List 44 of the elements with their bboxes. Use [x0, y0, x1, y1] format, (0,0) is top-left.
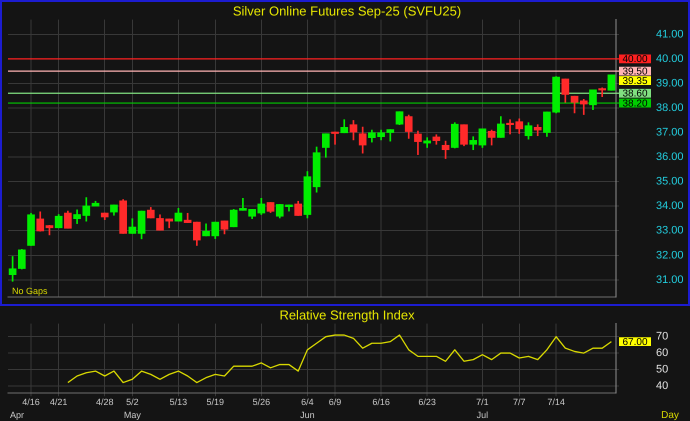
y-tick-label: 33.00: [656, 224, 684, 237]
x-tick-label: 4/28: [96, 397, 114, 408]
text: 39.35: [622, 76, 648, 87]
y-tick-label: 38.00: [656, 102, 684, 114]
text: Jun: [300, 410, 315, 420]
x-tick-label: 5/19: [206, 397, 224, 408]
ref-line-label: 38.20: [622, 98, 648, 110]
y-tick-label: 50: [656, 363, 668, 376]
y-tick-label: 32.00: [656, 249, 684, 262]
text: 67.00: [622, 336, 648, 348]
y-tick-label: 37.00: [656, 126, 684, 139]
text: Jul: [476, 410, 488, 420]
annotation: No Gaps: [12, 286, 48, 296]
x-tick-label: 7/14: [547, 397, 565, 408]
x-tick-label: 5/2: [126, 397, 139, 408]
y-tick-label: 34.00: [656, 200, 684, 212]
y-tick-label: 35.00: [656, 176, 684, 188]
x-tick-label: 5/26: [252, 397, 270, 408]
ref-line-label: 39.50: [622, 66, 648, 78]
ref-line-label: 40.00: [622, 54, 648, 66]
x-tick-label: 6/23: [418, 397, 436, 408]
x-tick-label: 4/21: [50, 397, 68, 408]
x-tick-label: 6/9: [328, 397, 342, 408]
y-tick-label: 31.00: [656, 274, 684, 286]
x-tick-label: 6/4: [301, 397, 314, 408]
y-tick-label: 39.00: [656, 77, 684, 90]
text: May: [124, 410, 142, 420]
text: Day: [661, 410, 679, 421]
chart-title: Silver Online Futures Sep-25 (SVFU25): [232, 3, 462, 18]
y-tick-label: 70: [656, 330, 668, 343]
x-tick-label: 4/16: [22, 397, 40, 408]
x-tick-label: 5/13: [170, 397, 188, 408]
x-tick-label: 6/16: [372, 397, 390, 408]
candlestick: [331, 132, 339, 145]
text: Apr: [10, 410, 24, 420]
x-tick-label: 7/1: [476, 397, 489, 408]
chart-title: Relative Strength Index: [279, 307, 416, 322]
y-tick-label: 41.00: [656, 28, 684, 40]
ref-line-label: 38.60: [622, 88, 648, 100]
x-tick-label: 7/7: [513, 397, 526, 408]
y-tick-label: 60: [656, 347, 668, 360]
y-tick-label: 40: [656, 380, 668, 392]
y-tick-label: 36.00: [656, 151, 684, 164]
y-tick-label: 40.00: [656, 52, 684, 65]
